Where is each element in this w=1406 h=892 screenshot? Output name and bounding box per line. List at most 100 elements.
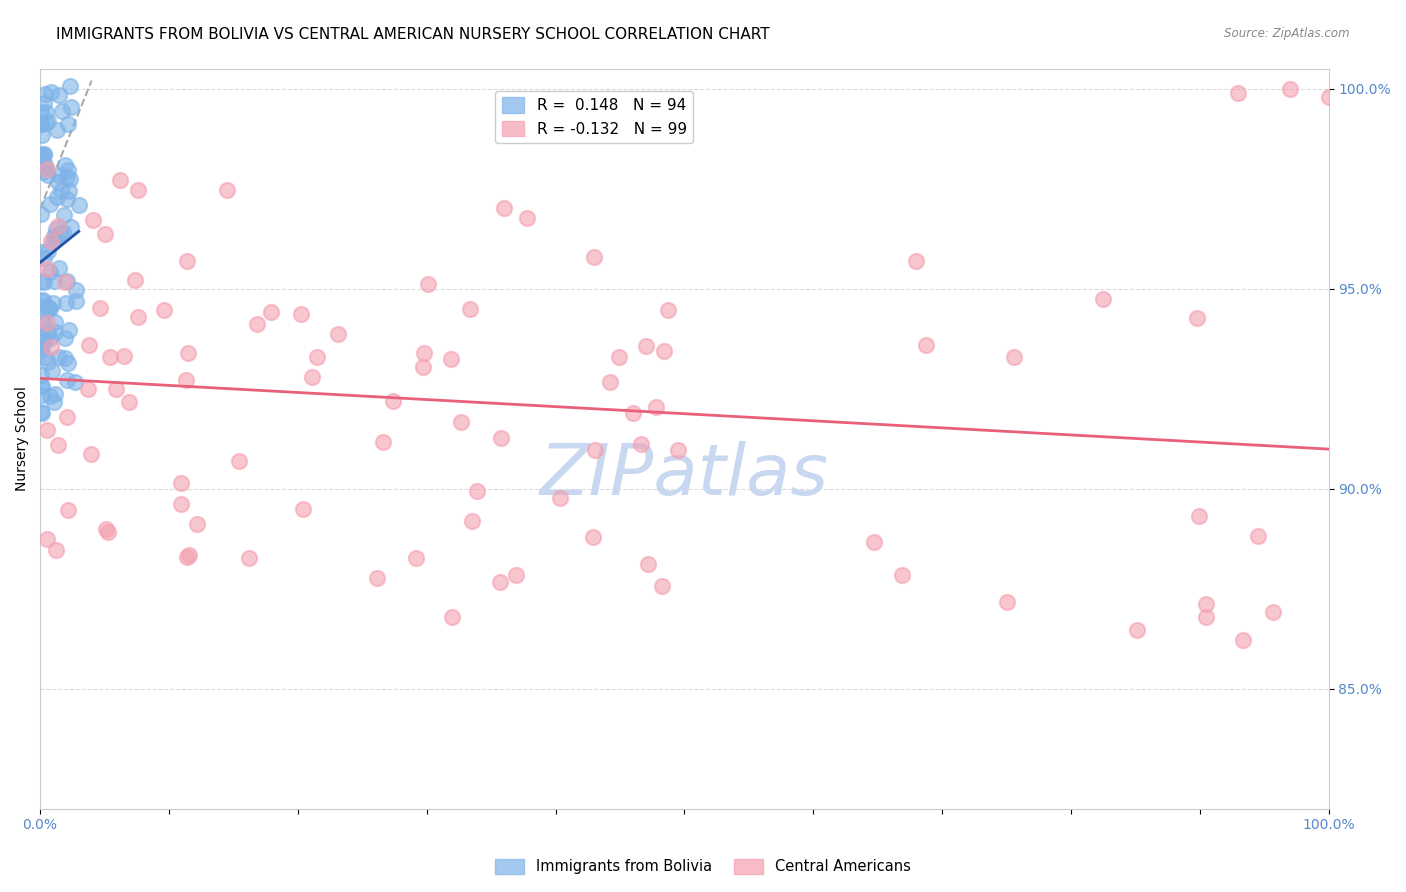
Point — [176, 346, 198, 360]
Point — [35, 532, 58, 546]
Point — [59, 100, 82, 114]
Point — [30, 118, 52, 132]
Point — [46, 175, 69, 189]
Point — [38, 302, 60, 317]
Point — [1195, 598, 1218, 612]
Point — [56, 409, 79, 424]
Point — [46, 219, 69, 233]
Point — [441, 609, 464, 624]
Point — [63, 376, 86, 390]
Point — [366, 571, 388, 585]
Point — [35, 116, 58, 130]
Point — [381, 394, 404, 409]
Point — [176, 550, 198, 565]
Point — [645, 401, 668, 415]
Point — [489, 431, 512, 445]
Point — [35, 423, 58, 437]
Point — [82, 213, 104, 227]
Point — [465, 483, 488, 498]
Point — [53, 158, 76, 172]
Point — [67, 197, 90, 211]
Point — [56, 117, 79, 131]
Text: Source: ZipAtlas.com: Source: ZipAtlas.com — [1225, 27, 1350, 40]
Point — [31, 315, 53, 329]
Point — [152, 303, 174, 318]
Point — [30, 379, 52, 393]
Point — [48, 168, 70, 182]
Point — [405, 551, 427, 566]
Point — [35, 261, 58, 276]
Point — [651, 579, 673, 593]
Point — [53, 351, 76, 365]
Point — [37, 354, 59, 368]
Point — [58, 184, 80, 198]
Point — [37, 302, 59, 317]
Point — [904, 254, 927, 268]
Point — [305, 351, 328, 365]
Point — [373, 434, 395, 449]
Point — [42, 235, 65, 249]
Point — [291, 501, 314, 516]
Point — [52, 226, 75, 240]
Point — [170, 497, 193, 511]
Point — [34, 161, 56, 175]
Point — [326, 327, 349, 342]
Point — [32, 293, 55, 308]
Point — [35, 299, 58, 313]
Point — [246, 318, 269, 332]
Point — [30, 405, 52, 419]
Point — [41, 363, 63, 377]
Point — [56, 192, 79, 206]
Point — [60, 219, 83, 234]
Point — [174, 373, 197, 387]
Point — [169, 475, 191, 490]
Point — [31, 378, 53, 392]
Point — [599, 376, 621, 390]
Point — [49, 184, 72, 198]
Point — [127, 183, 149, 197]
Point — [228, 454, 250, 468]
Point — [494, 202, 516, 216]
Point — [32, 251, 55, 265]
Point — [30, 245, 52, 260]
Point — [32, 95, 55, 110]
Point — [621, 406, 644, 420]
Point — [38, 265, 60, 279]
Point — [35, 161, 58, 176]
Point — [915, 338, 938, 352]
Point — [290, 307, 312, 321]
Point — [117, 394, 139, 409]
Point — [634, 339, 657, 353]
Point — [49, 226, 72, 240]
Point — [112, 349, 135, 363]
Point — [1317, 89, 1340, 103]
Point — [607, 350, 630, 364]
Point — [582, 530, 605, 544]
Point — [31, 293, 53, 308]
Point — [45, 542, 67, 557]
Point — [34, 350, 56, 364]
Point — [176, 254, 198, 268]
Point — [55, 169, 77, 184]
Point — [42, 296, 65, 310]
Point — [37, 113, 59, 128]
Point — [1092, 292, 1115, 306]
Point — [1188, 509, 1211, 524]
Point — [41, 340, 63, 354]
Point — [46, 438, 69, 452]
Point — [46, 229, 69, 244]
Point — [42, 229, 65, 244]
Point — [412, 360, 434, 375]
Point — [35, 316, 58, 330]
Point — [77, 382, 100, 396]
Point — [1195, 610, 1218, 624]
Point — [301, 370, 323, 384]
Point — [997, 594, 1019, 608]
Y-axis label: Nursery School: Nursery School — [15, 386, 30, 491]
Point — [58, 323, 80, 337]
Point — [48, 260, 70, 275]
Point — [30, 105, 52, 120]
Point — [418, 277, 440, 292]
Point — [59, 171, 82, 186]
Point — [38, 389, 60, 403]
